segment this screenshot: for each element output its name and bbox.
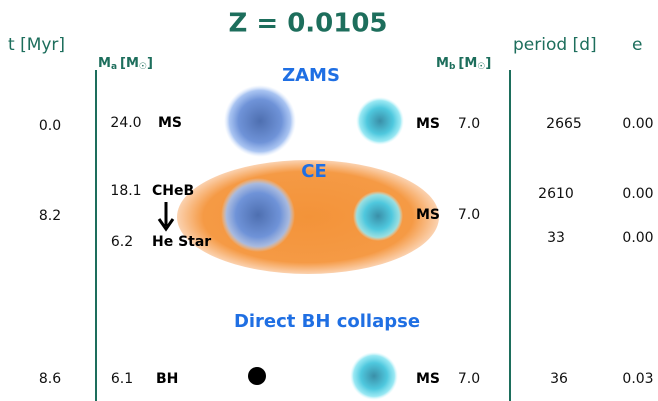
mass-a: 24.0 (110, 115, 141, 131)
type-b: MS (416, 116, 440, 132)
period-header: period [d] (513, 35, 597, 55)
eccentricity: 0.00 (622, 116, 653, 132)
stage-label: ZAMS (282, 65, 340, 86)
sun: ☉ (477, 62, 485, 72)
star-b (353, 191, 403, 241)
period: 36 (550, 371, 568, 387)
mass-a: 18.1 (110, 183, 141, 199)
star-a (224, 85, 296, 157)
time: 8.2 (39, 208, 61, 224)
subscript: a (111, 62, 117, 72)
e-header: e (632, 35, 642, 55)
sun: ☉ (139, 62, 147, 72)
mass-b: 7.0 (458, 116, 480, 132)
type-a: MS (158, 115, 182, 131)
type-b: MS (416, 207, 440, 223)
bracket: ] (485, 56, 491, 71)
black-hole (248, 367, 266, 385)
stage-label: Direct BH collapse (234, 311, 420, 332)
star-b (350, 352, 398, 400)
unit: [M (120, 56, 139, 71)
period: 33 (547, 230, 565, 246)
bracket: ] (147, 56, 153, 71)
period: 2610 (538, 186, 574, 202)
mass-b: 7.0 (458, 207, 480, 223)
symbol: M (436, 56, 449, 71)
mass-b: 7.0 (458, 371, 480, 387)
title: Z = 0.0105 (228, 9, 387, 39)
mass-a: 6.2 (111, 234, 133, 250)
eccentricity: 0.00 (622, 230, 653, 246)
type-a: BH (156, 371, 178, 387)
period: 2665 (546, 116, 582, 132)
time: 0.0 (39, 118, 61, 134)
eccentricity: 0.03 (622, 371, 653, 387)
time: 8.6 (39, 371, 61, 387)
unit: [M (458, 56, 477, 71)
subscript: b (449, 62, 456, 72)
mass-a: 6.1 (111, 371, 133, 387)
type-a: He Star (152, 234, 211, 250)
stage-label: CE (301, 161, 327, 182)
symbol: M (98, 56, 111, 71)
star-b (356, 97, 404, 145)
mass-a-header: Ma [M☉] (98, 56, 153, 72)
type-b: MS (416, 371, 440, 387)
type-a: CHeB (152, 183, 194, 199)
time-header: t [Myr] (8, 35, 65, 55)
eccentricity: 0.00 (622, 186, 653, 202)
star-a (221, 178, 295, 252)
mass-b-header: Mb [M☉] (436, 56, 491, 72)
arrow (157, 202, 175, 232)
